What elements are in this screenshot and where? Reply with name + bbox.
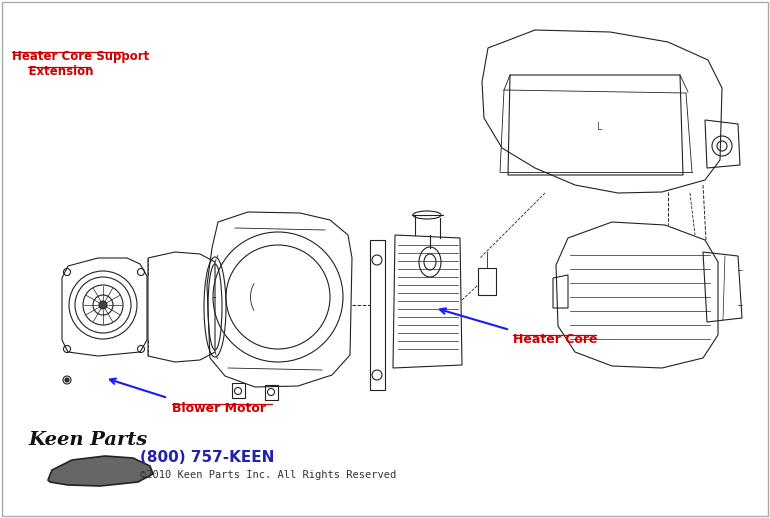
Text: Heater Core: Heater Core xyxy=(513,333,598,346)
Circle shape xyxy=(99,301,107,309)
Text: Keen Parts: Keen Parts xyxy=(28,431,147,449)
Text: ©2010 Keen Parts Inc. All Rights Reserved: ©2010 Keen Parts Inc. All Rights Reserve… xyxy=(140,470,397,480)
Text: Heater Core Support: Heater Core Support xyxy=(12,50,149,63)
Text: Extension: Extension xyxy=(12,65,93,78)
Circle shape xyxy=(65,378,69,382)
Text: Blower Motor: Blower Motor xyxy=(172,402,266,415)
Text: (800) 757-KEEN: (800) 757-KEEN xyxy=(140,450,274,465)
Polygon shape xyxy=(48,456,153,486)
Text: L: L xyxy=(598,122,603,132)
